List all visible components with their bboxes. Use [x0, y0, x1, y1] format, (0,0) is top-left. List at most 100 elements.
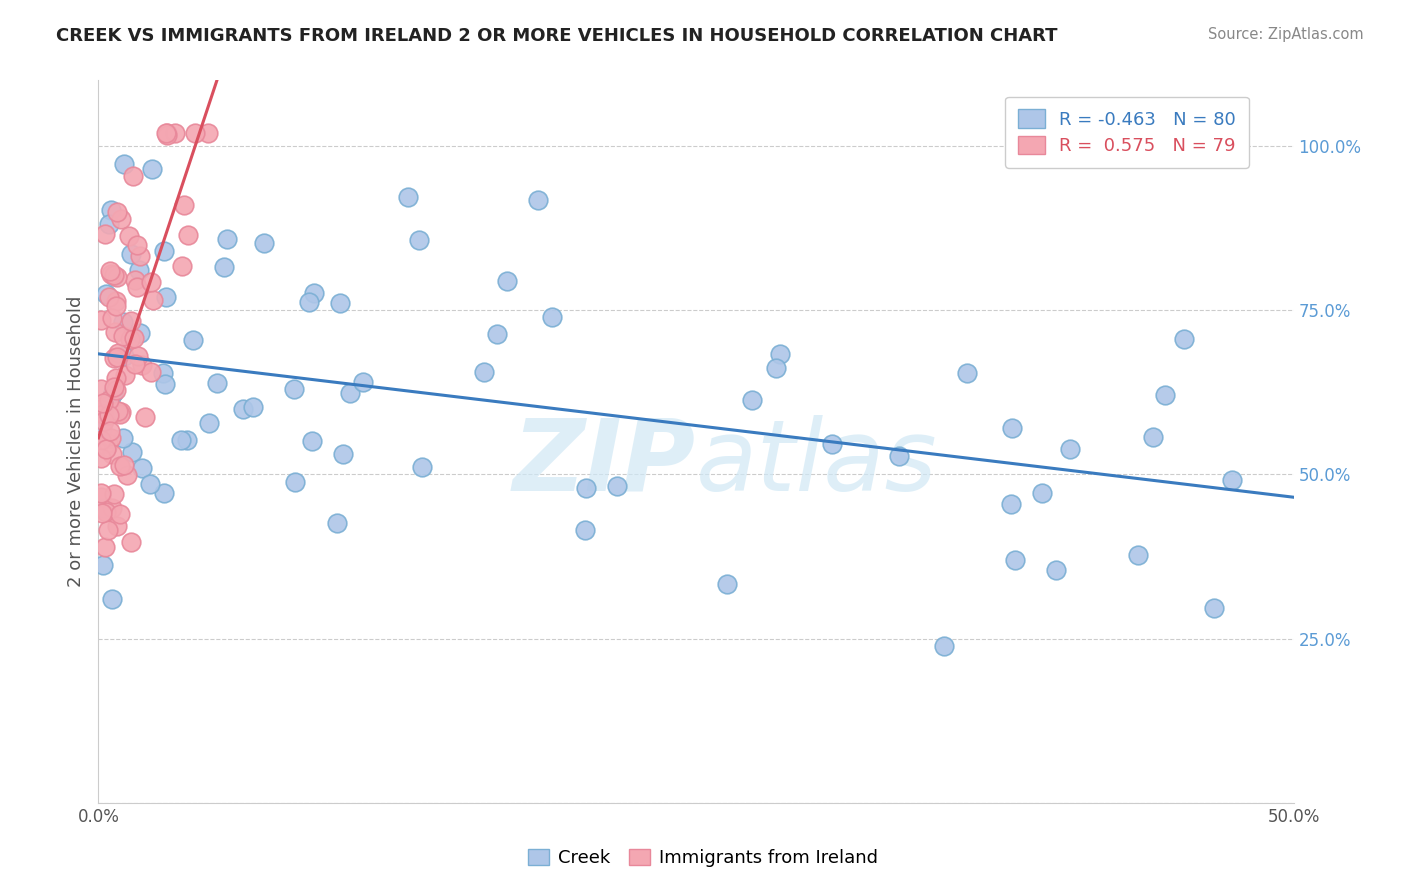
Point [408, 233, 430, 247]
Point [90, 405, 112, 419]
Point [411, 459, 433, 474]
Point [94, 442, 117, 456]
Point [181, 333, 204, 347]
Point [100, 203, 122, 218]
Point [91, 501, 114, 516]
Point [97, 523, 120, 537]
Point [765, 361, 787, 376]
Point [103, 268, 125, 282]
Point [104, 371, 127, 385]
Point [153, 485, 176, 500]
Point [1059, 442, 1081, 456]
Point [352, 376, 374, 390]
Point [1004, 553, 1026, 567]
Point [1126, 548, 1149, 562]
Point [1001, 421, 1024, 435]
Point [108, 458, 131, 473]
Point [103, 380, 125, 394]
Point [121, 169, 143, 183]
Point [741, 392, 763, 407]
Point [574, 524, 596, 538]
Text: Source: ZipAtlas.com: Source: ZipAtlas.com [1208, 27, 1364, 42]
Point [1173, 332, 1195, 346]
Point [105, 299, 128, 313]
Point [112, 431, 135, 445]
Point [100, 447, 122, 461]
Point [114, 349, 136, 363]
Point [131, 358, 153, 372]
Point [90, 382, 112, 396]
Point [129, 249, 152, 263]
Point [108, 408, 131, 422]
Point [212, 260, 235, 275]
Point [141, 276, 163, 290]
Point [112, 458, 135, 472]
Point [1154, 388, 1177, 402]
Point [98, 217, 121, 231]
Point [94, 286, 117, 301]
Point [103, 487, 125, 501]
Point [112, 315, 135, 329]
Point [887, 449, 910, 463]
Point [122, 331, 145, 345]
Point [197, 126, 219, 140]
Point [332, 447, 354, 461]
Point [205, 376, 228, 390]
Point [120, 332, 142, 346]
Point [98, 392, 121, 407]
Point [120, 314, 142, 328]
Point [90, 485, 112, 500]
Point [107, 406, 129, 420]
Point [110, 405, 132, 419]
Point [101, 385, 124, 400]
Point [96, 440, 118, 454]
Point [90, 402, 112, 417]
Legend: Creek, Immigrants from Ireland: Creek, Immigrants from Ireland [520, 841, 886, 874]
Point [1000, 497, 1022, 511]
Point [153, 244, 176, 258]
Point [152, 366, 174, 380]
Point [107, 346, 129, 360]
Point [156, 128, 179, 142]
Point [128, 263, 150, 277]
Point [176, 228, 198, 243]
Point [606, 479, 628, 493]
Point [105, 204, 128, 219]
Point [156, 126, 179, 140]
Point [120, 535, 142, 549]
Point [253, 236, 276, 251]
Point [98, 424, 121, 438]
Point [326, 516, 349, 531]
Point [104, 326, 127, 340]
Point [94, 227, 117, 241]
Point [105, 270, 128, 285]
Point [101, 386, 124, 401]
Point [110, 211, 132, 226]
Point [105, 384, 128, 398]
Point [1142, 430, 1164, 444]
Point [127, 237, 149, 252]
Point [104, 404, 127, 418]
Text: atlas: atlas [696, 415, 938, 512]
Point [821, 436, 844, 450]
Point [141, 293, 163, 307]
Point [170, 433, 193, 447]
Point [283, 475, 305, 490]
Point [165, 126, 187, 140]
Point [242, 400, 264, 414]
Point [575, 481, 598, 495]
Point [495, 274, 517, 288]
Point [141, 161, 163, 176]
Point [396, 190, 419, 204]
Point [934, 639, 956, 653]
Point [155, 290, 177, 304]
Point [97, 435, 120, 450]
Point [100, 398, 122, 412]
Point [139, 366, 162, 380]
Point [1220, 473, 1243, 487]
Point [301, 434, 323, 448]
Point [94, 540, 117, 554]
Point [90, 313, 112, 327]
Point [91, 558, 114, 573]
Point [108, 507, 131, 521]
